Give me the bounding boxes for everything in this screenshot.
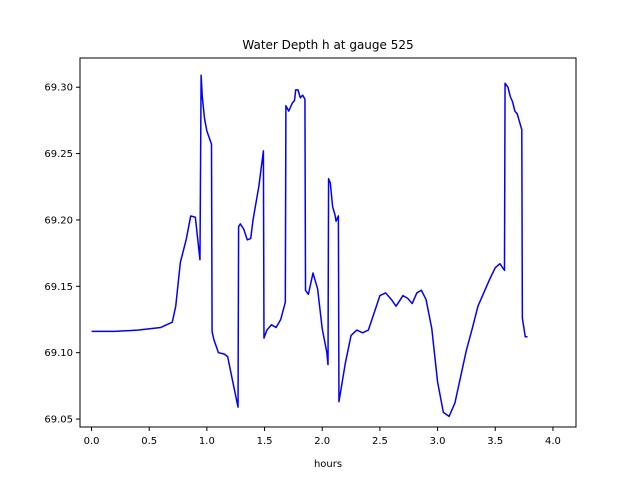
x-tick-label: 1.0 — [199, 436, 215, 447]
x-tick-label: 3.5 — [487, 436, 503, 447]
chart-title: Water Depth h at gauge 525 — [242, 38, 413, 52]
y-tick-label: 69.05 — [44, 415, 73, 426]
x-tick-label: 0.5 — [141, 436, 157, 447]
x-tick-label: 2.0 — [314, 436, 330, 447]
series-line-0 — [91, 74, 528, 418]
y-tick-label: 69.20 — [44, 215, 73, 226]
x-tick-label: 4.0 — [545, 436, 561, 447]
plot-frame — [79, 57, 577, 428]
x-tick-label: 1.5 — [257, 436, 273, 447]
x-tick-label: 3.0 — [430, 436, 446, 447]
y-tick-label: 69.30 — [44, 83, 73, 94]
x-tick-label: 2.5 — [372, 436, 388, 447]
y-axis: 69.05 69.10 69.15 69.20 69.25 69.30 — [44, 83, 80, 426]
x-tick-label: 0.0 — [84, 436, 100, 447]
y-tick-label: 69.25 — [44, 149, 73, 160]
y-tick-label: 69.10 — [44, 348, 73, 359]
x-axis-label: hours — [314, 459, 342, 470]
y-tick-label: 69.15 — [44, 282, 73, 293]
x-axis: 0.0 0.5 1.0 1.5 2.0 2.5 3.0 3.5 4.0 — [84, 427, 561, 447]
plot-area — [91, 74, 528, 418]
